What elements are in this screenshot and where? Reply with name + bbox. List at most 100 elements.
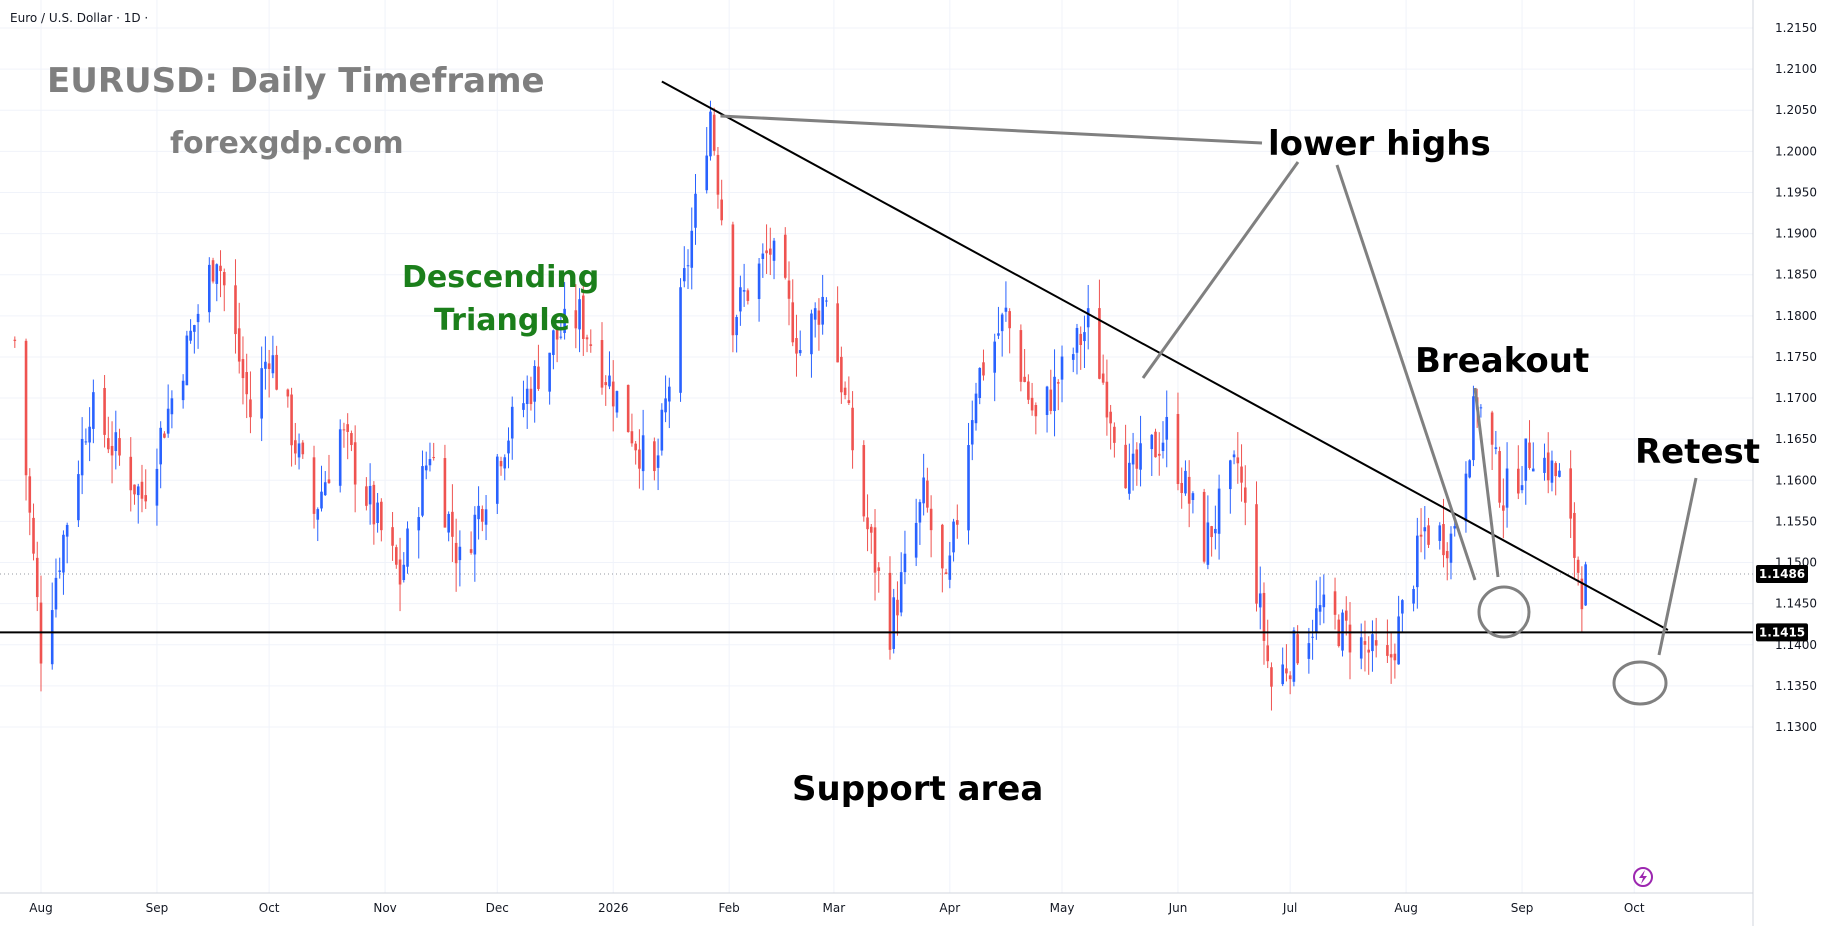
candle-body [421,466,424,516]
candle-body [709,111,712,157]
candle-body [50,610,54,665]
time-tick-label: May [1050,901,1075,915]
candle-body [604,382,608,386]
candle-body [1505,468,1509,508]
candle-body [294,440,297,454]
candle-body [1423,527,1427,532]
candle-body [1502,505,1505,511]
candle-body [1307,643,1311,659]
price-tick-label: 1.2100 [1775,62,1817,76]
candle-body [80,438,84,476]
candle-body [1479,407,1483,409]
candle-body [851,407,854,451]
candle-body [1464,473,1468,522]
candle-body [1550,460,1554,483]
symbol-header[interactable]: Euro / U.S. Dollar · 1D · [10,11,148,25]
breakout-label: Breakout [1415,341,1589,381]
candle-body [473,514,477,555]
candle-body [1442,524,1445,556]
candle-body [757,263,761,299]
lower-highs-connector-line [720,114,1263,145]
candle-body [1113,426,1116,443]
candle-body [499,460,503,467]
candle-body [114,432,118,451]
price-tick-label: 1.1950 [1775,185,1817,199]
candle-body [1131,453,1135,465]
candle-body [13,339,17,341]
candle-body [1105,381,1109,418]
candle-body [28,476,32,513]
candle-body [896,599,899,616]
candle-body [24,340,28,476]
candle-body [215,264,219,284]
candle-body [694,193,697,228]
candle-body [155,468,159,506]
candle-body [537,366,540,389]
candle-body [1520,485,1524,491]
candle-body [1318,605,1322,612]
retest-circle [1612,660,1668,706]
pointer-to-second-high [1141,161,1300,379]
price-tags: 1.1486 1.1415 [1756,565,1808,642]
candle-body [1161,442,1165,452]
candle-body [1101,373,1105,383]
pattern-label-line1: Descending [402,260,599,295]
candle-body [1333,591,1337,615]
candle-body [1056,382,1060,384]
candle-body [836,303,839,363]
candle-body [899,572,903,613]
candle-body [634,443,637,451]
candle-body [267,363,271,369]
candle-body [454,542,458,564]
candle-body [428,459,432,466]
candle-body [585,337,589,340]
candle-body [507,440,510,454]
candle-body [368,485,372,505]
price-tag-box [1756,565,1808,584]
candle-body [234,285,237,335]
candle-body [929,508,933,531]
candle-body [679,287,682,393]
candle-body [1438,525,1442,541]
chart-title: EURUSD: Daily Timeframe [47,61,545,101]
candle-body [290,394,293,446]
candle-body [1494,447,1498,449]
candle-body [1393,653,1397,661]
candle-body [481,509,484,522]
candle-body [376,502,379,523]
candle-body [1397,616,1400,665]
support-area-label: Support area [792,769,1043,809]
candle-body [705,155,709,191]
candle-body [443,458,447,528]
lightning-icon[interactable] [1633,867,1653,887]
candle-body [641,435,645,472]
price-tick-label: 1.1600 [1775,473,1817,487]
candle-body [922,477,925,504]
candle-body [1517,468,1520,494]
candle-body [1109,411,1112,424]
candle-body [301,442,305,455]
candle-body [402,564,406,581]
candle-body [424,465,428,471]
candle-body [1416,535,1419,588]
candle-body [903,553,907,573]
candle-body [1311,636,1314,638]
candle-body [1210,526,1213,538]
candle-body [275,354,278,390]
candle-body [1281,664,1284,685]
candle-body [1453,526,1457,529]
time-axis[interactable]: Aug Sep Oct Nov Dec 2026 Feb Mar Apr May Jun Jul Aug… [29,901,1645,915]
candle-body [1270,667,1273,687]
candle-body [821,296,824,325]
candle-body [1075,327,1079,353]
candle-body [249,399,252,418]
candle-body [563,308,566,333]
candle-body [297,443,301,458]
candle-body [458,546,462,561]
candle-body [372,484,376,525]
candle-body [1180,482,1183,493]
candle-body [1083,332,1086,342]
candle-body [260,368,263,419]
candle-body [1243,487,1247,503]
